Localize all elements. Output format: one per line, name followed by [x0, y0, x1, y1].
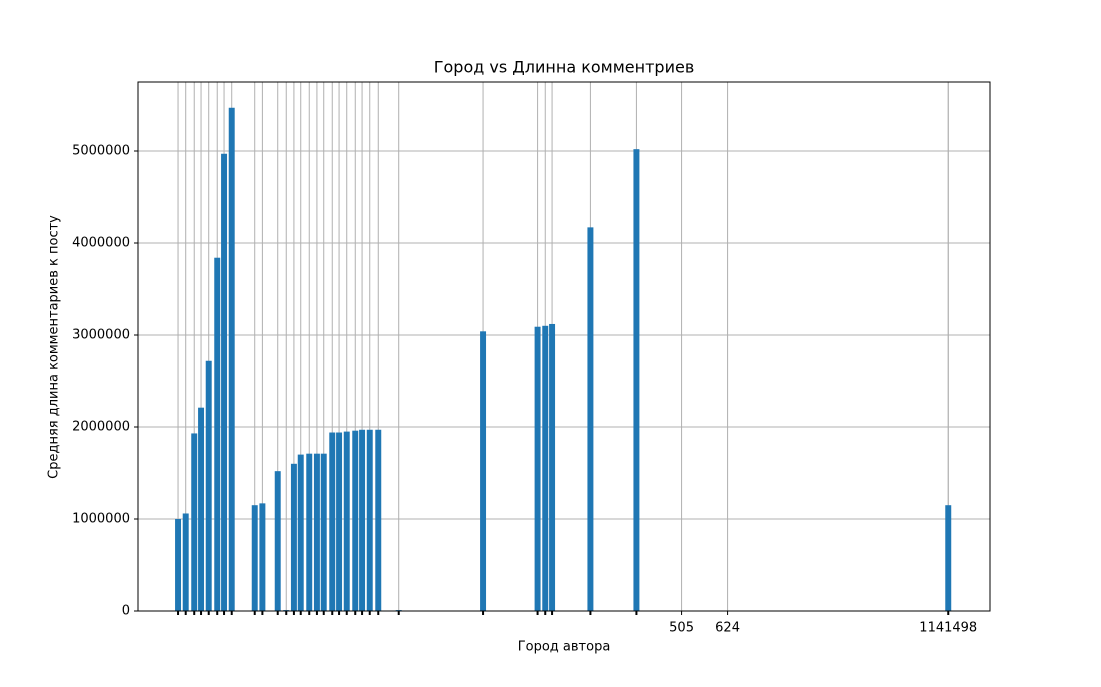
bar — [214, 257, 221, 611]
bar — [306, 453, 313, 611]
bar — [290, 463, 297, 611]
bar — [480, 331, 487, 611]
bar — [182, 513, 189, 611]
bar — [175, 519, 182, 611]
bar — [375, 429, 382, 611]
bar — [313, 453, 320, 611]
y-tick-label: 3000000 — [72, 328, 130, 343]
x-tick-label: 624 — [715, 621, 740, 636]
bar — [366, 429, 373, 611]
y-tick-label: 0 — [122, 604, 130, 619]
x-tick-label: 505 — [669, 621, 694, 636]
bar — [336, 432, 343, 611]
bar — [259, 503, 266, 611]
bar — [198, 407, 205, 611]
bar — [549, 323, 556, 611]
y-tick-label: 4000000 — [72, 236, 130, 251]
bar — [329, 432, 336, 611]
bar — [534, 326, 541, 611]
x-tick-label: 1141498 — [919, 621, 977, 636]
x-axis-label: Город автора — [518, 640, 611, 655]
bar — [221, 153, 228, 611]
bar — [542, 325, 549, 611]
bar — [352, 430, 359, 611]
y-axis-label: Средняя длина комментариев к посту — [47, 215, 62, 479]
bar — [228, 107, 235, 611]
bar — [343, 431, 350, 611]
y-tick-label: 1000000 — [72, 512, 130, 527]
bar — [205, 360, 212, 611]
bar — [633, 149, 640, 611]
y-tick-label: 2000000 — [72, 420, 130, 435]
chart-title: Город vs Длинна комментриев — [434, 58, 695, 77]
bar — [320, 453, 327, 611]
y-tick-label: 5000000 — [72, 144, 130, 159]
bar — [274, 471, 281, 611]
bar — [297, 454, 304, 611]
bar — [587, 227, 594, 612]
bar — [251, 505, 258, 611]
bar — [945, 505, 952, 611]
bar — [359, 429, 366, 611]
bar — [191, 433, 198, 611]
plot-frame — [137, 81, 991, 612]
